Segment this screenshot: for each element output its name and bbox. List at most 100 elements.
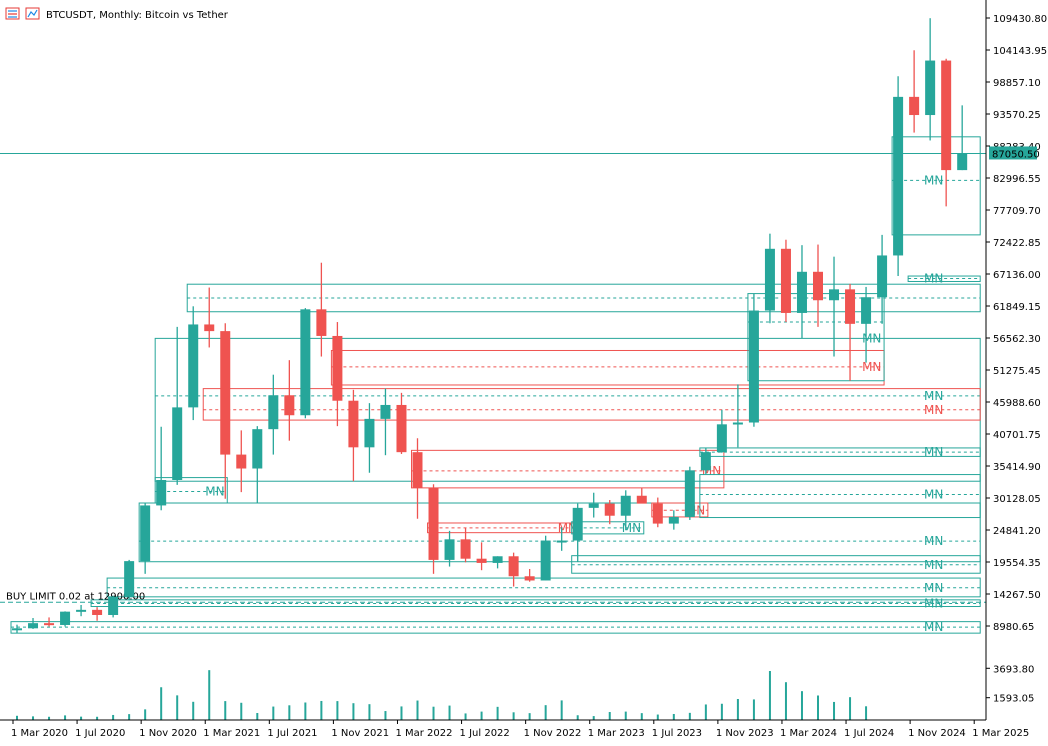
candle-body xyxy=(204,324,215,332)
candle[interactable] xyxy=(877,234,888,324)
candle[interactable] xyxy=(476,542,487,571)
candle[interactable] xyxy=(957,105,968,171)
candle[interactable] xyxy=(716,409,727,453)
candle[interactable] xyxy=(300,308,311,419)
candle[interactable] xyxy=(444,530,455,567)
candle-body xyxy=(652,503,663,524)
candle-body xyxy=(108,596,119,615)
demand-zone[interactable] xyxy=(891,136,981,236)
candle[interactable] xyxy=(700,447,711,474)
candle[interactable] xyxy=(829,256,840,357)
price-tick-label: 8980.65 xyxy=(993,622,1034,633)
chart-icon xyxy=(5,7,20,20)
candle[interactable] xyxy=(12,624,22,634)
supply-zone[interactable] xyxy=(411,449,725,489)
candle[interactable] xyxy=(492,556,503,569)
candle[interactable] xyxy=(140,503,151,574)
candle[interactable] xyxy=(428,484,439,574)
zone-label: MN xyxy=(862,331,881,345)
candle[interactable] xyxy=(44,617,55,627)
candle[interactable] xyxy=(412,438,423,519)
current-price-tag: 87050.50 xyxy=(989,146,1040,160)
time-tick-label: 1 Mar 2025 xyxy=(972,728,1029,739)
time-tick-label: 1 Mar 2020 xyxy=(11,728,68,739)
candle[interactable] xyxy=(28,618,39,629)
candle[interactable] xyxy=(909,50,920,133)
candle[interactable] xyxy=(284,360,295,441)
candle[interactable] xyxy=(124,559,135,601)
candle-body xyxy=(508,556,519,577)
candle[interactable] xyxy=(348,389,359,482)
candle[interactable] xyxy=(572,503,583,562)
time-tick-label: 1 Jul 2022 xyxy=(460,728,510,739)
candle[interactable] xyxy=(188,306,199,421)
zone-label: MN xyxy=(622,521,641,535)
candle[interactable] xyxy=(732,384,743,448)
time-tick-label: 1 Jul 2024 xyxy=(844,728,894,739)
candle-body xyxy=(156,480,167,506)
candle-body xyxy=(829,289,840,301)
candle-body xyxy=(813,271,823,301)
candle[interactable] xyxy=(156,426,167,511)
candle-body xyxy=(684,470,695,517)
demand-zone[interactable] xyxy=(699,474,981,519)
candle[interactable] xyxy=(652,497,663,528)
candle[interactable] xyxy=(813,244,823,327)
candle[interactable] xyxy=(764,233,775,324)
candle[interactable] xyxy=(941,58,952,207)
candle[interactable] xyxy=(604,499,615,525)
candle[interactable] xyxy=(220,323,231,499)
price-tick-label: 72422.85 xyxy=(993,238,1041,249)
supply-zone[interactable] xyxy=(202,388,981,421)
candle[interactable] xyxy=(620,490,631,531)
candle-body xyxy=(476,558,487,563)
candle[interactable] xyxy=(380,388,391,456)
candle[interactable] xyxy=(460,527,471,563)
time-tick-label: 1 Nov 2022 xyxy=(524,728,582,739)
candle[interactable] xyxy=(556,527,567,551)
candle[interactable] xyxy=(925,18,936,141)
candle[interactable] xyxy=(524,568,535,582)
candle[interactable] xyxy=(172,326,183,485)
candle[interactable] xyxy=(268,374,279,455)
candle-body xyxy=(877,255,888,298)
time-tick-label: 1 Jul 2020 xyxy=(75,728,125,739)
demand-zone[interactable] xyxy=(138,502,981,563)
price-tick-label: 98857.10 xyxy=(993,78,1041,89)
candle[interactable] xyxy=(236,430,247,493)
candle[interactable] xyxy=(92,607,103,621)
candle-body xyxy=(893,96,904,256)
candle-body xyxy=(268,395,279,430)
time-tick-label: 1 Nov 2020 xyxy=(139,728,197,739)
candle[interactable] xyxy=(60,611,71,627)
candle[interactable] xyxy=(252,426,263,504)
candle[interactable] xyxy=(780,239,791,323)
candle-body xyxy=(300,309,311,416)
price-tick-label: 30128.05 xyxy=(993,494,1041,505)
candle[interactable] xyxy=(76,605,87,617)
candle[interactable] xyxy=(332,322,343,427)
candle-body xyxy=(92,609,103,615)
candle[interactable] xyxy=(364,403,375,473)
candle[interactable] xyxy=(588,492,599,518)
candle[interactable] xyxy=(893,76,904,277)
candle[interactable] xyxy=(845,283,856,381)
price-tick-label: 51275.45 xyxy=(993,366,1041,377)
candle[interactable] xyxy=(108,595,119,618)
candle[interactable] xyxy=(540,535,551,581)
time-tick-label: 1 Mar 2024 xyxy=(780,728,837,739)
candle[interactable] xyxy=(396,392,407,454)
candle[interactable] xyxy=(861,286,872,363)
candle[interactable] xyxy=(508,552,519,587)
candle[interactable] xyxy=(796,245,807,339)
candle[interactable] xyxy=(684,466,695,520)
candle[interactable] xyxy=(636,487,647,504)
candle[interactable] xyxy=(668,510,679,530)
candle[interactable] xyxy=(748,293,759,427)
candle[interactable] xyxy=(316,262,327,357)
candle-body xyxy=(348,400,359,448)
candle[interactable] xyxy=(204,287,215,348)
zone-label: MN xyxy=(924,488,943,502)
